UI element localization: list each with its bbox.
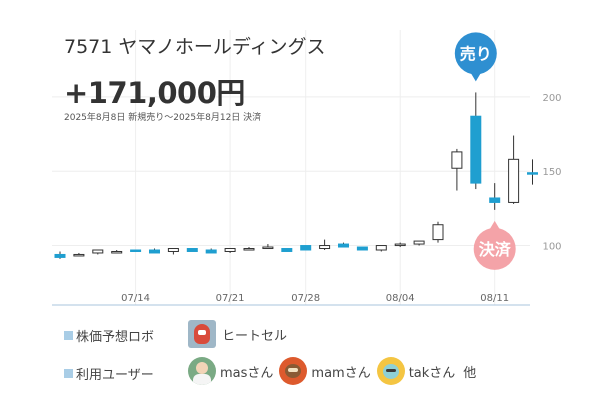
x-tick-label: 07/21	[216, 293, 245, 304]
square-bullet-icon	[64, 331, 73, 340]
users-row-label: 利用ユーザー	[64, 364, 154, 383]
user-name: takさん	[408, 365, 456, 381]
candle-up	[375, 245, 387, 251]
x-tick-label: 08/04	[386, 293, 415, 304]
sell-marker	[454, 32, 497, 75]
user-item[interactable]: mamさん	[279, 357, 371, 385]
robo-item[interactable]: ヒートセル	[188, 318, 287, 350]
marker-label: 決済	[479, 240, 512, 259]
user-name: masさん	[220, 365, 274, 381]
robo-row-label: 株価予想ロボ	[64, 326, 154, 345]
candle-down	[54, 253, 66, 258]
user-avatar-icon	[376, 357, 405, 385]
x-tick-label: 08/11	[480, 293, 509, 304]
candle-down	[300, 245, 312, 251]
candle-up	[319, 245, 331, 250]
users-label: 利用ユーザー	[76, 368, 154, 383]
robo-avatar-icon	[188, 320, 216, 348]
candle-up	[432, 224, 444, 241]
stock-title: 7571 ヤマノホールディングス	[64, 36, 326, 58]
others-label: 他	[463, 365, 477, 381]
user-list: masさん mamさん takさん 他	[188, 357, 476, 385]
marker-label: 売り	[460, 44, 492, 63]
user-item[interactable]: takさん	[376, 357, 456, 385]
candle-up	[413, 240, 425, 245]
user-avatar-icon	[279, 357, 308, 385]
candle-up	[224, 248, 236, 252]
candle-down	[130, 249, 142, 252]
candle-up	[167, 248, 179, 252]
user-avatar-icon	[188, 357, 216, 385]
candle-down	[205, 249, 217, 254]
candle-up	[262, 246, 274, 250]
candle-down	[489, 197, 501, 203]
candle-up	[111, 250, 123, 254]
candle-down	[281, 248, 293, 252]
profit-amount: +171,000円	[64, 76, 245, 110]
candle-down	[338, 243, 349, 248]
candle-up	[451, 151, 463, 169]
candle-down	[186, 248, 198, 252]
candle-down	[356, 246, 368, 251]
settle-marker	[473, 227, 516, 270]
candle-up	[92, 249, 104, 254]
candle-up	[243, 248, 255, 251]
user-name: mamさん	[311, 365, 371, 381]
candle-up	[394, 243, 406, 247]
x-tick-label: 07/14	[121, 293, 150, 304]
square-bullet-icon	[64, 369, 73, 378]
candle-up	[73, 253, 85, 257]
user-item[interactable]: masさん	[188, 357, 273, 385]
y-tick-label: 100	[542, 242, 561, 253]
x-tick-label: 07/28	[291, 293, 320, 304]
robo-label: 株価予想ロボ	[76, 330, 155, 345]
candle-up	[508, 158, 520, 203]
y-tick-label: 150	[542, 167, 561, 178]
trade-period: 2025年8月8日 新規売り〜2025年8月12日 決済	[64, 113, 262, 123]
robo-name: ヒートセル	[222, 328, 288, 344]
y-tick-label: 200	[542, 93, 561, 104]
candle-down	[470, 115, 482, 184]
candle-down	[149, 249, 160, 254]
candle-down	[527, 172, 538, 175]
